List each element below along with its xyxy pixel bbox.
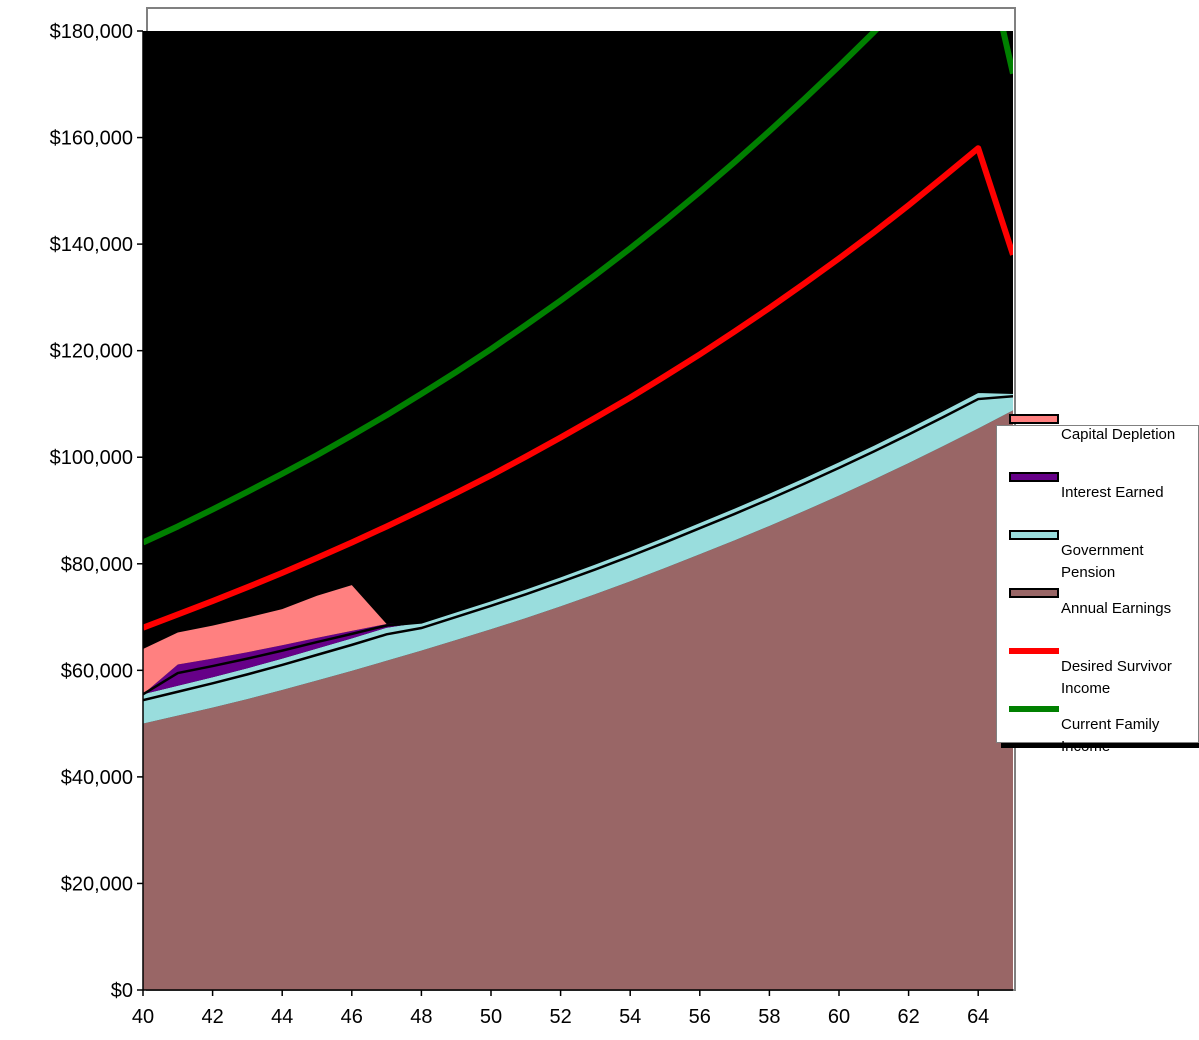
x-tick-label: 56 [689, 1006, 711, 1028]
area-annual-earnings [143, 410, 1013, 990]
legend-item: Desired Survivor Income [997, 646, 1199, 704]
x-tick-label: 54 [619, 1006, 641, 1028]
chart-legend: Capital Depletion Interest Earned Governme… [996, 414, 1199, 755]
x-tick-label: 64 [967, 1006, 989, 1028]
area-government-pension [143, 391, 1013, 724]
y-tick-label: $60,000 [61, 660, 133, 682]
plot-area [143, 31, 1013, 990]
legend-label: Desired Survivor Income [1061, 658, 1172, 697]
x-tick-label: 48 [410, 1006, 432, 1028]
legend-swatch [1009, 588, 1059, 598]
legend-swatch [1009, 472, 1059, 482]
x-tick-label: 62 [897, 1006, 919, 1028]
x-tick-label: 50 [480, 1006, 502, 1028]
y-tick-label: $100,000 [50, 447, 133, 469]
x-tick-label: 52 [549, 1006, 571, 1028]
legend-label: Capital Depletion [1061, 426, 1176, 443]
legend-item: Government Pension [997, 530, 1199, 588]
y-tick-label: $20,000 [61, 873, 133, 895]
area-interest-earned [143, 391, 1013, 695]
series-border-1 [143, 390, 1013, 696]
legend-swatch [1009, 648, 1059, 654]
y-tick-label: $120,000 [50, 341, 133, 363]
y-tick-label: $160,000 [50, 128, 133, 150]
legend-swatch [1009, 706, 1059, 712]
legend-label: Annual Earnings [1061, 600, 1172, 617]
area-capital-depletion [143, 391, 1013, 695]
legend-swatch [1009, 530, 1059, 540]
legend-item: Current Family Income [997, 704, 1199, 762]
x-tick-label: 44 [271, 1006, 293, 1028]
legend-label: Interest Earned [1061, 484, 1164, 501]
legend-item: Annual Earnings [997, 588, 1199, 646]
x-tick-label: 42 [201, 1006, 223, 1028]
y-tick-label: $180,000 [50, 21, 133, 43]
line-current-family-income [143, 31, 1013, 546]
line-desired-survivor-income [143, 145, 1013, 631]
x-tick-label: 46 [341, 1006, 363, 1028]
legend-label: Current Family Income [1061, 716, 1160, 755]
legend-swatch [1009, 414, 1059, 424]
y-tick-label: $0 [111, 980, 133, 1002]
legend-label: Government Pension [1061, 542, 1144, 581]
y-tick-label: $140,000 [50, 234, 133, 256]
legend-item: Interest Earned [997, 472, 1199, 530]
x-tick-label: 60 [828, 1006, 850, 1028]
y-tick-label: $80,000 [61, 554, 133, 576]
y-tick-label: $40,000 [61, 767, 133, 789]
legend-item: Capital Depletion [997, 414, 1199, 472]
x-tick-label: 58 [758, 1006, 780, 1028]
x-tick-label: 40 [132, 1006, 154, 1028]
axes: $0 $20,000 $40,000 $60,000 $80,000 $100,000 $1… [50, 21, 1013, 1028]
series-border-0 [143, 395, 1013, 702]
